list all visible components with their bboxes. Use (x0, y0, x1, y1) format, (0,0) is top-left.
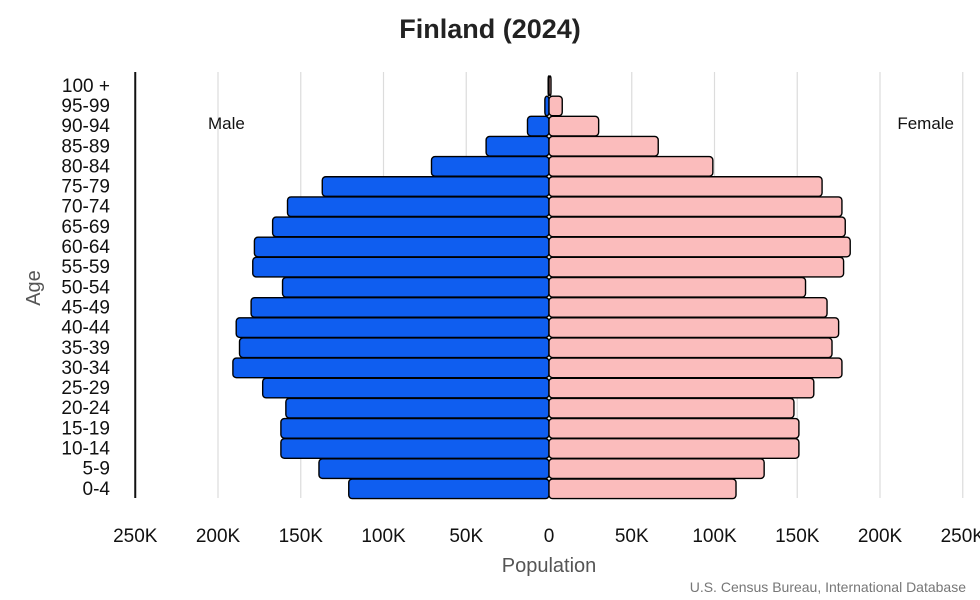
x-tick-label: 0 (544, 526, 555, 547)
y-tick-label: 0-4 (83, 479, 111, 500)
female-bar-4044 (548, 317, 840, 339)
y-tick-label: 30-34 (61, 358, 110, 379)
female-bar-6064 (548, 236, 851, 258)
x-tick-label: 100K (361, 526, 406, 547)
male-bar-7579 (321, 176, 550, 198)
female-bar-2024 (548, 397, 795, 419)
y-tick-label: 25-29 (61, 378, 110, 399)
y-axis-ticks: 0-45-910-1415-1920-2425-2930-3435-3940-4… (61, 76, 110, 500)
male-bar-3034 (232, 357, 550, 379)
male-bar-5559 (252, 256, 550, 278)
x-tick-label: 50K (449, 526, 483, 547)
x-tick-label: 250K (941, 526, 980, 547)
y-tick-label: 5-9 (83, 459, 110, 480)
female-bar-04 (548, 478, 737, 500)
female-bar-4549 (548, 296, 828, 318)
male-bar-5054 (281, 276, 550, 298)
y-tick-label: 15-19 (61, 418, 110, 439)
x-axis-ticks: 250K 200K 150K 100K 50K 0 50K 100K 150K 200K 250K (113, 526, 980, 547)
x-tick-label: 150K (279, 526, 324, 547)
female-bar-2529 (548, 377, 815, 399)
male-bar-6064 (253, 236, 550, 258)
female-bar-59 (548, 458, 765, 480)
y-tick-label: 95-99 (61, 96, 110, 117)
legend-female-label: Female (897, 114, 954, 133)
chart-title: Finland (2024) (399, 14, 581, 44)
y-tick-label: 10-14 (61, 439, 110, 460)
x-tick-label: 250K (113, 526, 158, 547)
female-bar-8589 (548, 135, 659, 157)
y-tick-label: 70-74 (61, 197, 110, 218)
male-bar-2529 (261, 377, 550, 399)
legend-male-label: Male (208, 114, 245, 133)
y-tick-label: 85-89 (61, 136, 110, 157)
female-bar-7579 (548, 176, 823, 198)
male-bar-59 (318, 458, 550, 480)
male-bar-9094 (526, 115, 550, 137)
male-bar-8084 (430, 155, 550, 177)
x-tick-label: 200K (858, 526, 903, 547)
male-bar-04 (348, 478, 550, 500)
source-note: U.S. Census Bureau, International Databa… (690, 579, 966, 595)
female-bar-5054 (548, 276, 807, 298)
x-axis-label: Population (502, 555, 597, 577)
x-tick-label: 50K (615, 526, 649, 547)
male-bar-1519 (280, 417, 550, 439)
y-tick-label: 60-64 (61, 237, 110, 258)
female-bar-8084 (548, 155, 714, 177)
female-bar-9599 (548, 95, 563, 117)
y-tick-label: 20-24 (61, 398, 110, 419)
y-tick-label: 90-94 (61, 116, 110, 137)
y-tick-label: 50-54 (61, 277, 110, 298)
male-bar-4549 (250, 296, 550, 318)
y-tick-label: 35-39 (61, 338, 110, 359)
male-bar-4044 (235, 317, 550, 339)
y-tick-label: 100 + (62, 76, 110, 97)
y-tick-label: 55-59 (61, 257, 110, 278)
y-tick-label: 65-69 (61, 217, 110, 238)
x-tick-label: 100K (692, 526, 737, 547)
male-bar-1014 (280, 438, 550, 460)
female-bar-6569 (548, 216, 846, 238)
male-bar-2024 (285, 397, 550, 419)
female-bar-7074 (548, 196, 843, 218)
y-axis-label: Age (23, 270, 45, 306)
male-bar-6569 (271, 216, 550, 238)
y-tick-label: 40-44 (61, 318, 110, 339)
male-bar-7074 (286, 196, 550, 218)
y-tick-label: 45-49 (61, 297, 110, 318)
male-bar-3539 (238, 337, 550, 359)
male-bar-8589 (485, 135, 550, 157)
bars (232, 75, 851, 500)
female-bar-3539 (548, 337, 833, 359)
x-tick-label: 150K (775, 526, 820, 547)
female-bar-1014 (548, 438, 800, 460)
female-bar-9094 (548, 115, 600, 137)
y-tick-label: 80-84 (61, 156, 110, 177)
female-bar-5559 (548, 256, 845, 278)
x-tick-label: 200K (196, 526, 241, 547)
y-tick-label: 75-79 (61, 177, 110, 198)
female-bar-1519 (548, 417, 800, 439)
female-bar-100 (548, 75, 552, 97)
female-bar-3034 (548, 357, 843, 379)
